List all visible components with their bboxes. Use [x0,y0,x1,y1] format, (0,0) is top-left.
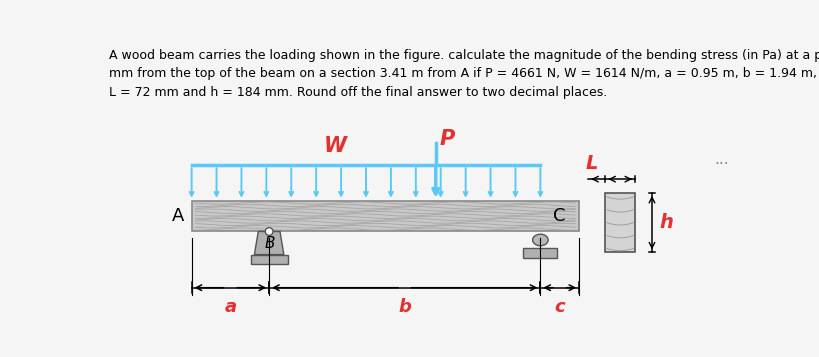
Text: A: A [171,207,183,225]
Bar [604,193,634,252]
Text: W: W [324,136,346,156]
Text: h: h [658,213,672,232]
Circle shape [265,228,273,235]
Text: B: B [265,236,275,251]
Ellipse shape [532,234,547,246]
Text: A wood beam carries the loading shown in the figure. calculate the magnitude of : A wood beam carries the loading shown in… [109,49,819,99]
Bar [192,201,578,231]
Text: c: c [554,298,564,316]
Polygon shape [254,231,283,255]
Text: ...: ... [713,152,728,167]
Text: b: b [398,298,410,316]
Text: L: L [585,154,597,173]
Bar [523,248,557,258]
Text: P: P [439,129,455,149]
Text: C: C [552,207,564,225]
Text: a: a [224,298,236,316]
Bar [251,255,287,264]
